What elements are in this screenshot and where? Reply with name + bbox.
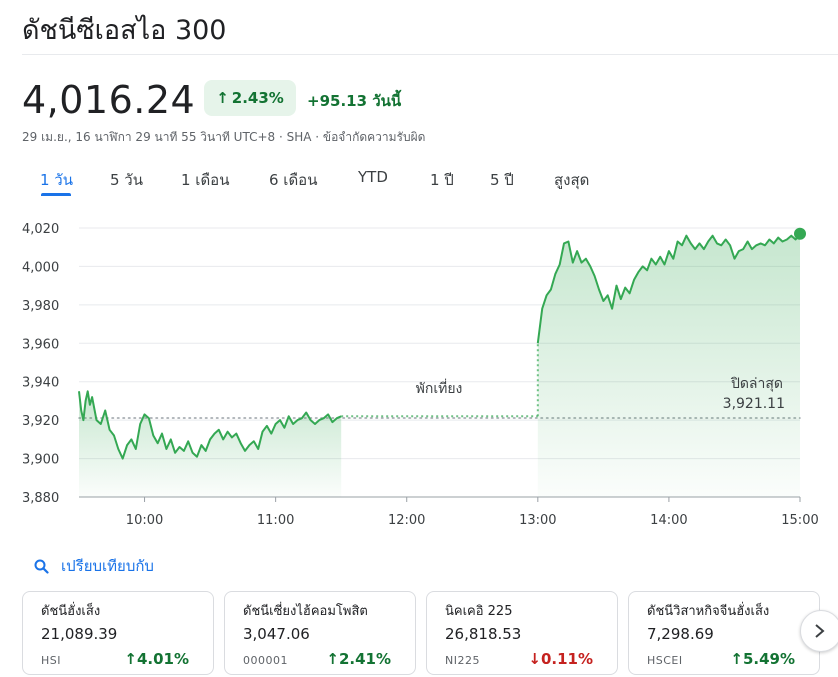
card-symbol: HSCEI bbox=[647, 654, 683, 667]
tab-5y[interactable]: 5 ปี bbox=[490, 171, 514, 189]
page-title: ดัชนีซีเอสไอ 300 bbox=[22, 15, 227, 46]
lunch-break-label: พักเที่ยง bbox=[416, 379, 463, 397]
y-tick-label: 3,960 bbox=[22, 337, 59, 352]
compare-card-hsi[interactable]: ดัชนีฮั่งเส็ง 21,089.39 HSI ↑4.01% bbox=[22, 591, 214, 675]
y-tick-label: 3,980 bbox=[22, 299, 59, 314]
compare-button[interactable]: เปรียบเทียบกับ bbox=[34, 554, 154, 578]
card-change-value: 4.01% bbox=[136, 650, 189, 668]
card-value: 3,047.06 bbox=[243, 625, 310, 643]
compare-card-hscei[interactable]: ดัชนีวิสาหกิจจีนฮั่งเส็ง 7,298.69 HSCEI … bbox=[628, 591, 820, 675]
tab-ytd[interactable]: YTD bbox=[358, 168, 388, 186]
price-chart[interactable]: 3,880 3,900 3,920 3,940 3,960 3,980 4,000 4,020… bbox=[0, 205, 838, 535]
card-change-value: 0.11% bbox=[540, 650, 593, 668]
tab-6m[interactable]: 6 เดือน bbox=[269, 171, 318, 189]
card-change-value: 5.49% bbox=[742, 650, 795, 668]
card-name: ดัชนีฮั่งเส็ง bbox=[41, 604, 101, 619]
y-tick-label: 3,900 bbox=[22, 453, 59, 468]
tab-max[interactable]: สูงสุด bbox=[554, 171, 590, 189]
x-tick-label: 12:00 bbox=[388, 513, 425, 528]
card-name: นิคเคอิ 225 bbox=[445, 604, 513, 619]
card-value: 26,818.53 bbox=[445, 625, 522, 643]
next-cards-button[interactable] bbox=[800, 610, 838, 652]
y-tick-label: 3,880 bbox=[22, 491, 59, 506]
compare-label: เปรียบเทียบกับ bbox=[61, 557, 154, 575]
previous-close-value: 3,921.11 bbox=[723, 396, 785, 412]
tab-5d[interactable]: 5 วัน bbox=[110, 171, 143, 189]
previous-close-label: ปิดล่าสุด bbox=[730, 376, 783, 392]
card-change-value: 2.41% bbox=[338, 650, 391, 668]
x-tick-label: 10:00 bbox=[126, 513, 163, 528]
x-tick-label: 15:00 bbox=[781, 513, 818, 528]
active-tab-indicator bbox=[41, 193, 71, 196]
card-change: ↑4.01% bbox=[124, 650, 189, 668]
card-value: 7,298.69 bbox=[647, 625, 714, 643]
area-fill-afternoon bbox=[537, 233, 800, 498]
arrow-up-icon: ↑ bbox=[124, 650, 137, 668]
card-change: ↑2.41% bbox=[326, 650, 391, 668]
card-name: ดัชนีเซี่ยงไฮ้คอมโพสิต bbox=[243, 604, 368, 619]
arrow-down-icon: ↓ bbox=[528, 650, 541, 668]
card-symbol: HSI bbox=[41, 654, 61, 667]
current-price: 4,016.24 bbox=[22, 78, 196, 122]
compare-card-ni225[interactable]: นิคเคอิ 225 26,818.53 NI225 ↓0.11% bbox=[426, 591, 618, 675]
change-percent-badge: ↑ 2.43% bbox=[204, 80, 296, 116]
area-fill-morning bbox=[79, 391, 342, 497]
y-tick-label: 4,020 bbox=[22, 222, 59, 237]
compare-card-sse[interactable]: ดัชนีเซี่ยงไฮ้คอมโพสิต 3,047.06 000001 ↑… bbox=[224, 591, 416, 675]
card-change: ↑5.49% bbox=[730, 650, 795, 668]
y-tick-label: 4,000 bbox=[22, 260, 59, 275]
price-line-afternoon bbox=[536, 233, 801, 344]
tab-1m[interactable]: 1 เดือน bbox=[181, 171, 230, 189]
card-change: ↓0.11% bbox=[528, 650, 593, 668]
last-price-dot bbox=[794, 227, 806, 240]
card-name: ดัชนีวิสาหกิจจีนฮั่งเส็ง bbox=[647, 604, 770, 619]
timestamp-meta: 29 เม.ย., 16 นาฬิกา 29 นาที 55 วินาที UT… bbox=[22, 130, 426, 144]
tab-1d[interactable]: 1 วัน bbox=[40, 171, 73, 189]
card-symbol: 000001 bbox=[243, 654, 288, 667]
x-tick-label: 14:00 bbox=[650, 513, 687, 528]
x-tick-label: 13:00 bbox=[519, 513, 556, 528]
y-tick-label: 3,940 bbox=[22, 376, 59, 391]
price-line-morning bbox=[78, 390, 342, 460]
tab-1y[interactable]: 1 ปี bbox=[430, 171, 454, 189]
y-tick-label: 3,920 bbox=[22, 414, 59, 429]
arrow-up-icon: ↑ bbox=[730, 650, 743, 668]
change-absolute: +95.13 วันนี้ bbox=[307, 92, 402, 110]
header-divider bbox=[22, 54, 838, 55]
arrow-up-icon: ↑ bbox=[326, 650, 339, 668]
arrow-up-icon: ↑ bbox=[216, 89, 229, 107]
card-symbol: NI225 bbox=[445, 654, 480, 667]
change-percent: 2.43% bbox=[231, 89, 284, 107]
search-icon bbox=[34, 559, 49, 574]
x-tick-label: 11:00 bbox=[257, 513, 294, 528]
card-value: 21,089.39 bbox=[41, 625, 118, 643]
chevron-right-icon bbox=[815, 624, 825, 638]
